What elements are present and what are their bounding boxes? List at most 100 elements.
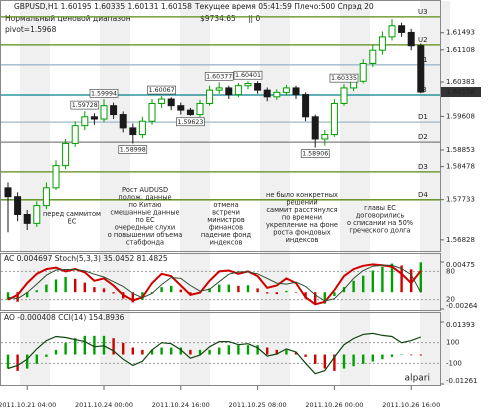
news-note: саммит расстянулся: [266, 206, 337, 214]
candle-body: [330, 102, 338, 136]
news-note: встречи: [212, 209, 240, 217]
x-tick-label: 2011.10.24 16:00: [152, 401, 210, 409]
candle-body: [90, 116, 98, 120]
candle-body: [263, 89, 271, 98]
histogram-bar: [26, 292, 29, 298]
candle-body: [321, 134, 329, 140]
histogram-bar: [179, 289, 182, 293]
histogram-bar: [304, 292, 307, 299]
candle-body: [225, 87, 233, 96]
x-tick-label: 2011.10.26 16:00: [382, 401, 440, 409]
histogram-bar: [54, 349, 58, 355]
news-note: о повышении объема: [108, 231, 182, 239]
histogram-bar: [237, 285, 240, 293]
candle-body: [158, 98, 166, 104]
news-note: решений: [286, 199, 317, 207]
candle-body: [292, 87, 300, 96]
histogram-bar: [381, 266, 384, 293]
main-frame: [0, 0, 441, 252]
histogram-bar: [170, 347, 173, 355]
news-note: стабфонда: [126, 239, 164, 247]
candle-body: [167, 98, 175, 107]
histogram-bar: [352, 354, 355, 367]
histogram-bar: [26, 354, 29, 369]
y2-tick-label: 20: [446, 296, 455, 304]
histogram-bar: [150, 349, 154, 355]
histogram-bar: [179, 347, 182, 355]
histogram-bar: [294, 292, 298, 293]
candle-body: [234, 85, 242, 96]
candle-body: [407, 31, 415, 47]
current-price: 1.60158: [446, 88, 475, 96]
histogram-bar: [64, 342, 67, 355]
y-tick-label: 1.58478: [446, 163, 475, 171]
ao-header: AO -0.000408 CCI(14) 154.8936: [4, 313, 125, 322]
histogram-bar: [83, 282, 86, 293]
histogram-bar: [246, 285, 250, 293]
histogram-bar: [352, 280, 355, 293]
y-tick-label: 1.59608: [446, 112, 475, 120]
y2-tick-label: 100: [446, 339, 459, 347]
news-note: по Китаю: [129, 201, 162, 209]
level-label: D4: [418, 191, 428, 199]
histogram-bar: [198, 349, 202, 355]
indicator-line: [7, 264, 422, 302]
positions: || 0: [248, 14, 260, 23]
balance: $9734.65: [200, 14, 236, 23]
histogram-bar: [323, 354, 326, 369]
candle-body: [52, 165, 60, 189]
news-note: по ЕС: [135, 216, 155, 224]
histogram-bar: [371, 354, 374, 362]
time-caption: Текущее время 05:41:59 Плечо:500 Спрэд 2…: [194, 2, 374, 11]
candle-body: [206, 89, 214, 104]
histogram-bar: [314, 354, 317, 364]
news-note: индексов: [286, 236, 319, 244]
news-note: отмена: [213, 201, 238, 209]
y2-tick-label: -100: [446, 359, 462, 367]
price-label-box: [233, 70, 263, 80]
candle-body: [417, 45, 425, 93]
level-label: U2: [418, 36, 428, 44]
level-label: D2: [418, 133, 428, 141]
histogram-bar: [208, 288, 211, 293]
candle-body: [23, 213, 31, 224]
news-note: главы ЕС: [364, 204, 396, 212]
x-tick-label: 2011.10.25 08:00: [229, 401, 287, 409]
candle-body: [282, 87, 290, 93]
histogram-bar: [189, 292, 192, 295]
price-label-box: [89, 88, 119, 98]
histogram-bar: [93, 287, 96, 293]
candle-body: [119, 114, 127, 129]
candle-body: [81, 116, 89, 127]
price-label: 1.59728: [72, 102, 98, 109]
histogram-bar: [266, 347, 269, 355]
current-price-box: [441, 87, 481, 98]
histogram-bar: [400, 354, 403, 355]
candle-body: [71, 125, 79, 144]
histogram-bar: [64, 276, 67, 293]
price-label-box: [70, 100, 100, 110]
histogram-bar: [227, 345, 230, 355]
histogram-bar: [35, 354, 38, 364]
histogram-bar: [170, 285, 173, 293]
candle-body: [388, 25, 396, 38]
histogram-bar: [16, 292, 19, 302]
ac-frame: [0, 253, 441, 311]
histogram-bar: [218, 347, 221, 355]
x-tick-label: 2011.10.21 04:00: [0, 401, 56, 409]
candle-body: [177, 105, 185, 111]
histogram-bar: [266, 292, 269, 294]
histogram-bar: [160, 347, 163, 355]
level-label: D3: [418, 163, 428, 171]
ac-header: AC 0.004697 Stoch(5,3,3) 35.0452 81.4825: [4, 254, 168, 263]
price-label: 1.58998: [120, 147, 146, 154]
histogram-bar: [285, 349, 288, 355]
histogram-bar: [131, 347, 134, 355]
histogram-bar: [256, 288, 259, 293]
histogram-bar: [227, 284, 230, 293]
histogram-bar: [419, 354, 422, 356]
histogram-bar: [102, 288, 106, 293]
candle-body: [138, 120, 146, 136]
candle-body: [4, 187, 12, 198]
candle-body: [129, 127, 137, 136]
